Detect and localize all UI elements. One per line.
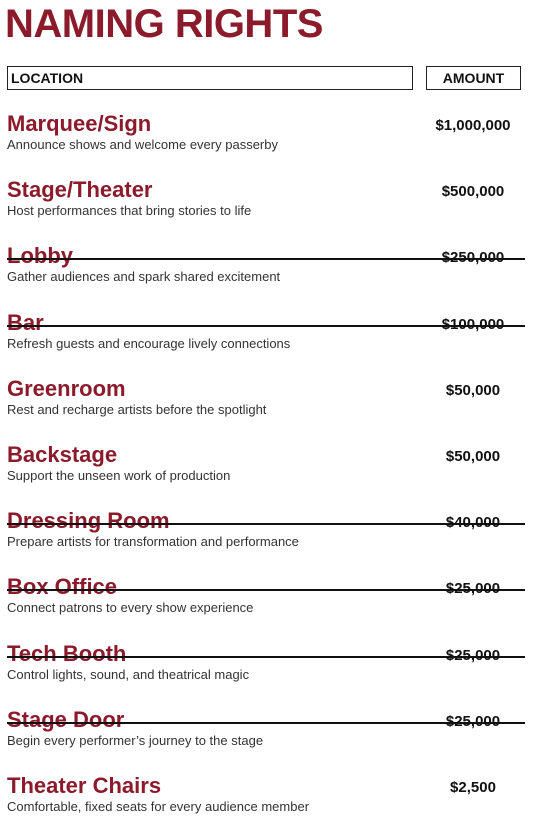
location-name: Box Office: [7, 574, 118, 600]
location-description: Rest and recharge artists before the spo…: [7, 401, 267, 417]
column-header: LOCATION: [7, 66, 413, 90]
location-name: Bar: [7, 309, 44, 335]
location-description: Begin every performer’s journey to the s…: [7, 732, 264, 748]
strike-line: [7, 258, 525, 261]
location-description: Refresh guests and encourage lively conn…: [7, 335, 291, 351]
amount: $40,000: [418, 514, 528, 532]
amount: $50,000: [445, 381, 501, 399]
strike-line: [7, 721, 525, 724]
amount: $25,000: [418, 580, 528, 598]
location-name: Lobby: [7, 243, 73, 269]
amount: $2,500: [450, 779, 496, 796]
amount: $100,000: [418, 316, 528, 334]
location-description: Announce shows and welcome every passerb…: [7, 137, 278, 152]
location-description: Connect patrons to every show experience: [7, 600, 254, 616]
strike-line: [7, 523, 525, 526]
location-name: Marquee/Sign: [7, 111, 152, 136]
strike-line: [7, 324, 525, 327]
page-title: NAMING RIGHTS: [5, 2, 323, 46]
location-description: Gather audiences and spark shared excite…: [7, 269, 281, 285]
location-name: Dressing Room: [7, 508, 170, 534]
column-header: AMOUNT: [426, 66, 521, 90]
location-name: Tech Booth: [7, 640, 127, 666]
strike-line: [7, 655, 525, 658]
amount: $250,000: [418, 249, 528, 267]
location-name: Stage/Theater: [7, 177, 153, 203]
location-description: Support the unseen work of production: [7, 468, 231, 483]
amount: $500,000: [441, 183, 505, 201]
strike-line: [7, 589, 525, 592]
location-description: Prepare artists for transformation and p…: [7, 534, 299, 550]
amount: $25,000: [418, 647, 528, 665]
location-name: Greenroom: [7, 375, 126, 401]
location-name: Backstage: [7, 442, 118, 467]
location-description: Control lights, sound, and theatrical ma…: [7, 666, 250, 682]
location-name: Stage Door: [7, 706, 125, 732]
location-description: Host performances that bring stories to …: [7, 203, 252, 219]
amount: $50,000: [445, 448, 501, 465]
amount: $25,000: [418, 713, 528, 731]
location-description: Comfortable, fixed seats for every audie…: [7, 799, 310, 814]
location-name: Theater Chairs: [7, 773, 162, 798]
amount: $1,000,000: [435, 117, 511, 134]
